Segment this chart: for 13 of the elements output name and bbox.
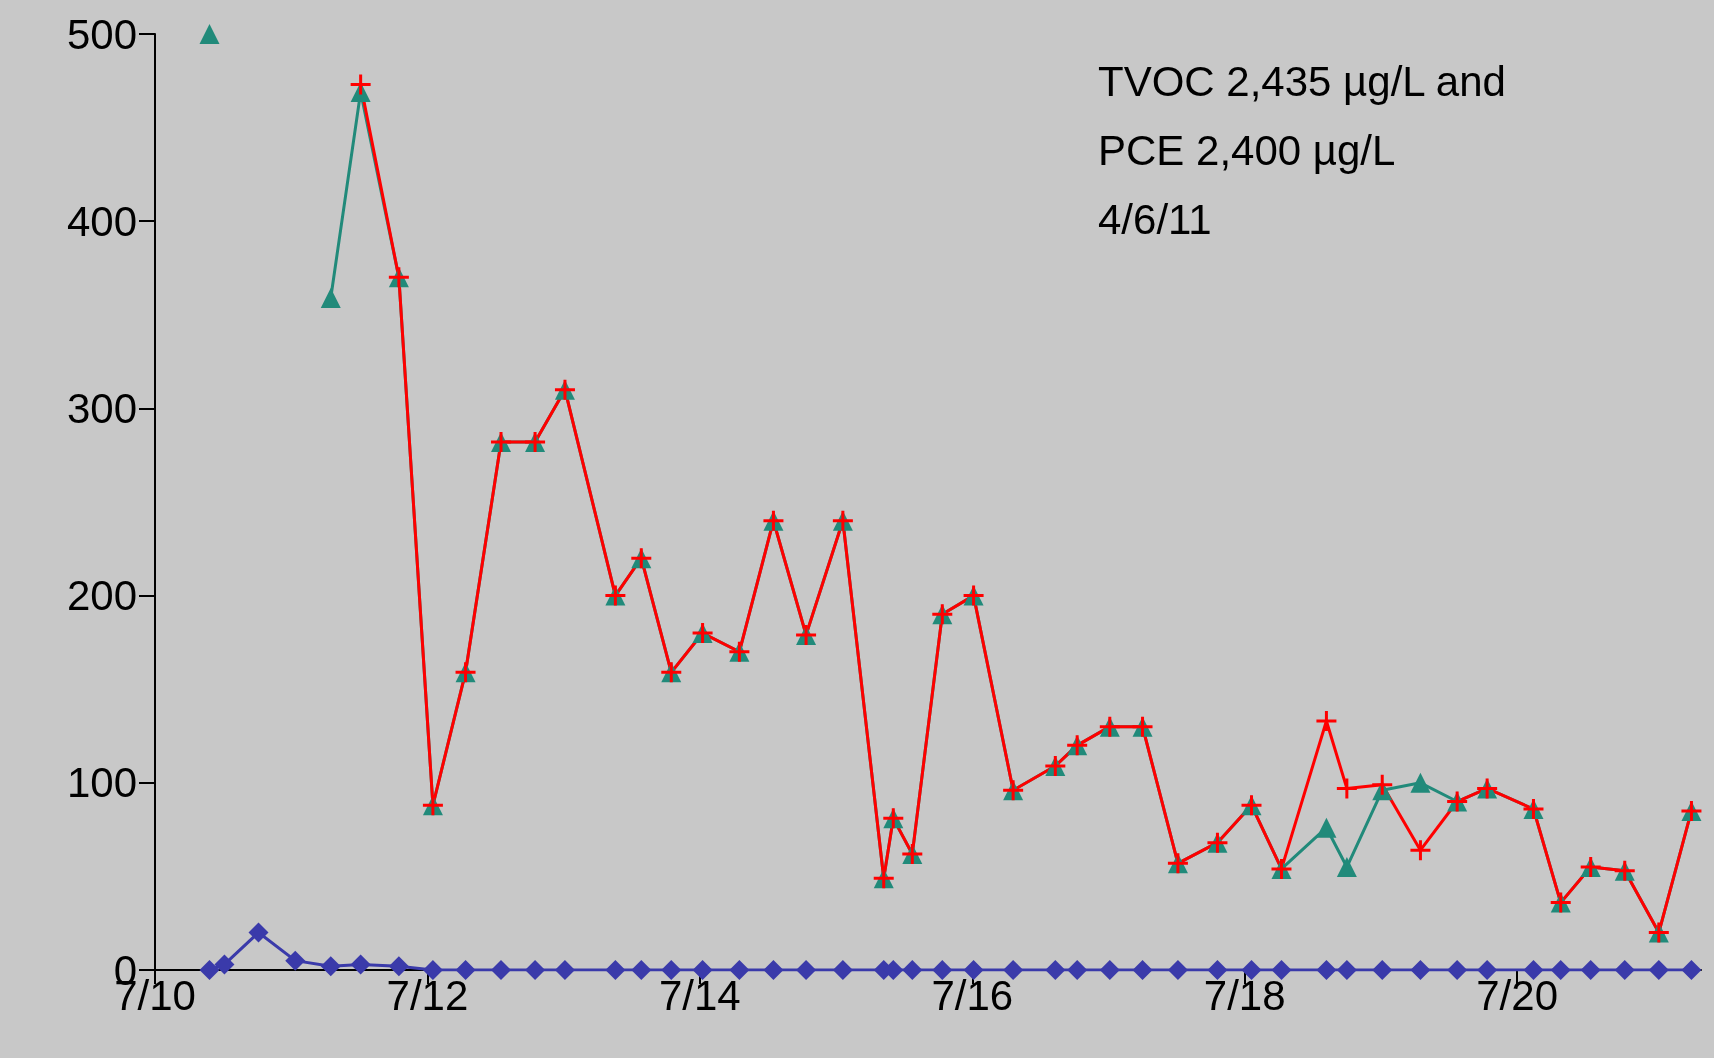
- annotation: 4/6/11: [1098, 195, 1212, 243]
- x-tick-label: 7/12: [386, 971, 469, 1019]
- annotation: PCE 2,400 µg/L: [1098, 126, 1396, 174]
- x-tick-label: 7/16: [931, 971, 1014, 1019]
- y-tick-label: 500: [66, 10, 137, 58]
- y-tick-label: 200: [66, 572, 137, 620]
- annotation: TVOC 2,435 µg/L and: [1098, 57, 1506, 105]
- x-tick-label: 7/18: [1203, 971, 1286, 1019]
- y-tick-label: 100: [66, 759, 137, 807]
- x-tick-label: 7/20: [1476, 971, 1558, 1019]
- y-tick-label: 400: [66, 197, 137, 245]
- x-tick-label: 7/14: [658, 971, 741, 1019]
- y-tick-label: 300: [66, 384, 137, 432]
